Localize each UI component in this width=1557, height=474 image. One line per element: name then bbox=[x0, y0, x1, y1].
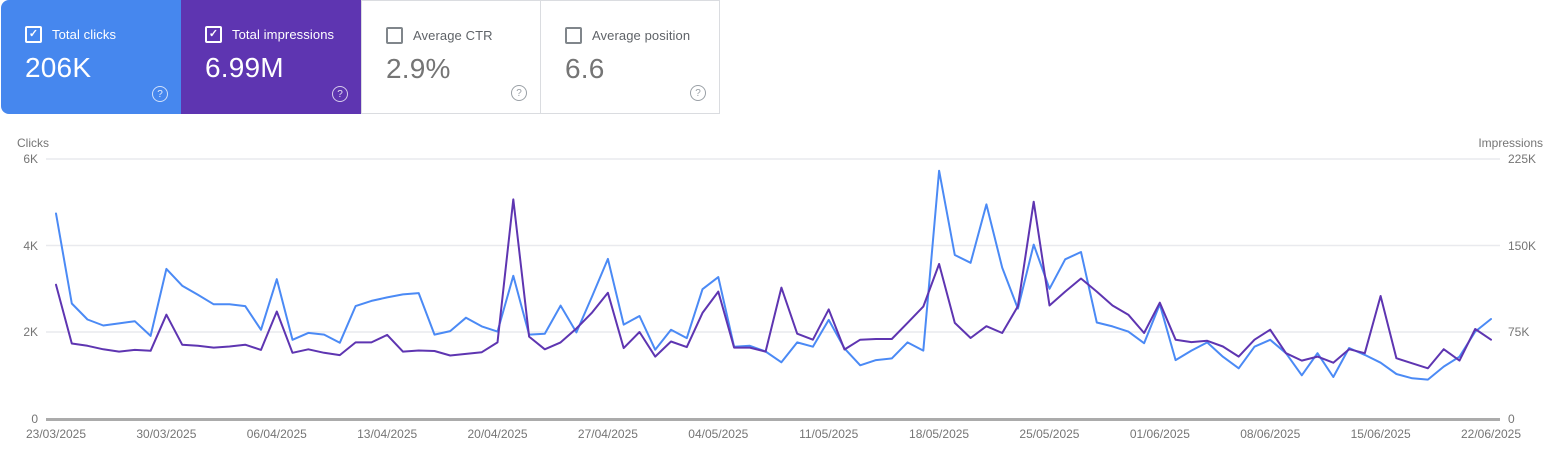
help-icon[interactable]: ? bbox=[511, 85, 527, 101]
right-axis-tick: 75K bbox=[1508, 325, 1530, 339]
help-icon[interactable]: ? bbox=[332, 86, 348, 102]
average-position-value: 6.6 bbox=[565, 53, 605, 84]
average-ctr-card[interactable]: Average CTR 2.9% ? bbox=[361, 0, 541, 114]
left-axis-tick: 0 bbox=[31, 412, 38, 426]
help-icon[interactable]: ? bbox=[690, 85, 706, 101]
x-axis-date-label: 18/05/2025 bbox=[909, 427, 970, 441]
x-axis-date-label: 20/04/2025 bbox=[467, 427, 528, 441]
total-clicks-card-header: ✓ Total clicks bbox=[25, 26, 181, 43]
x-axis-date-label: 22/06/2025 bbox=[1460, 427, 1522, 441]
average-position-card-header: Average position bbox=[565, 27, 719, 44]
checkmark-icon: ✓ bbox=[208, 28, 219, 40]
x-axis-date-label: 11/05/2025 bbox=[799, 427, 859, 441]
metric-cards: ✓ Total clicks 206K ? ✓ Total impression… bbox=[1, 0, 720, 114]
right-axis-tick: 150K bbox=[1508, 239, 1537, 253]
total-impressions-value: 6.99M bbox=[205, 52, 284, 83]
average-position-checkbox[interactable] bbox=[565, 27, 582, 44]
total-impressions-card-header: ✓ Total impressions bbox=[205, 26, 361, 43]
total-clicks-card[interactable]: ✓ Total clicks 206K ? bbox=[1, 0, 181, 114]
x-axis-date-label: 15/06/2025 bbox=[1350, 427, 1411, 441]
total-impressions-checkbox[interactable]: ✓ bbox=[205, 26, 222, 43]
average-ctr-checkbox[interactable] bbox=[386, 27, 403, 44]
average-position-label: Average position bbox=[592, 28, 691, 43]
average-ctr-value: 2.9% bbox=[386, 53, 451, 84]
right-axis-title: Impressions bbox=[1478, 136, 1543, 150]
total-clicks-checkbox[interactable]: ✓ bbox=[25, 26, 42, 43]
total-clicks-label: Total clicks bbox=[52, 27, 117, 42]
average-ctr-label: Average CTR bbox=[413, 28, 493, 43]
checkmark-icon: ✓ bbox=[28, 28, 39, 40]
x-axis-date-label: 30/03/2025 bbox=[136, 427, 197, 441]
x-axis-date-label: 06/04/2025 bbox=[246, 427, 307, 441]
help-icon[interactable]: ? bbox=[152, 86, 168, 102]
left-axis-tick: 2K bbox=[23, 325, 38, 339]
x-axis-labels: 23/03/2025 30/03/2025 06/04/2025 13/04/2… bbox=[0, 427, 1557, 443]
x-axis-date-label: 27/04/2025 bbox=[577, 427, 638, 441]
performance-chart: Clicks Impressions 6K 4K 2K 0 225K 150K … bbox=[0, 114, 1557, 474]
x-axis-date-label: 08/06/2025 bbox=[1240, 427, 1301, 441]
right-axis-tick: 225K bbox=[1508, 152, 1537, 166]
left-axis-title: Clicks bbox=[17, 136, 49, 150]
left-axis-tick: 4K bbox=[23, 239, 38, 253]
average-position-card[interactable]: Average position 6.6 ? bbox=[540, 0, 720, 114]
x-axis-date-label: 04/05/2025 bbox=[688, 427, 749, 441]
total-impressions-card[interactable]: ✓ Total impressions 6.99M ? bbox=[181, 0, 361, 114]
right-axis-tick: 0 bbox=[1508, 412, 1515, 426]
average-ctr-card-header: Average CTR bbox=[386, 27, 540, 44]
x-axis-date-label: 01/06/2025 bbox=[1129, 427, 1190, 441]
x-axis-date-label: 23/03/2025 bbox=[25, 427, 87, 441]
total-clicks-value: 206K bbox=[25, 52, 92, 83]
total-impressions-label: Total impressions bbox=[232, 27, 335, 42]
left-axis-tick: 6K bbox=[23, 152, 38, 166]
x-axis-date-label: 13/04/2025 bbox=[357, 427, 418, 441]
x-axis-date-label: 25/05/2025 bbox=[1019, 427, 1080, 441]
